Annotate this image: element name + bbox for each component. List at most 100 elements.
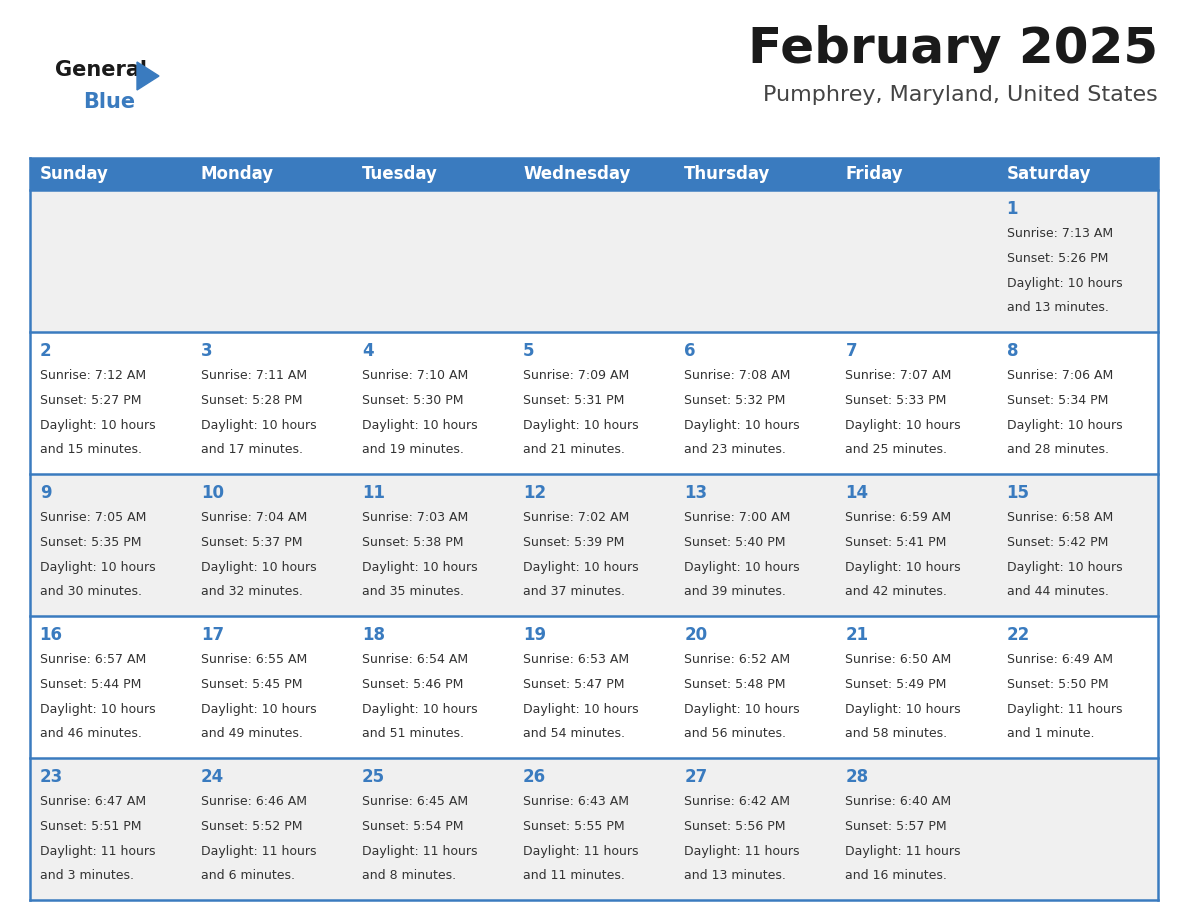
Text: Daylight: 10 hours: Daylight: 10 hours xyxy=(846,702,961,716)
Text: 17: 17 xyxy=(201,626,223,644)
Text: and 37 minutes.: and 37 minutes. xyxy=(523,586,625,599)
Text: Sunrise: 6:52 AM: Sunrise: 6:52 AM xyxy=(684,653,790,666)
Text: Monday: Monday xyxy=(201,165,274,183)
Text: and 32 minutes.: and 32 minutes. xyxy=(201,586,303,599)
Text: and 17 minutes.: and 17 minutes. xyxy=(201,443,303,456)
Text: Daylight: 10 hours: Daylight: 10 hours xyxy=(523,419,639,431)
Text: Sunrise: 6:55 AM: Sunrise: 6:55 AM xyxy=(201,653,307,666)
Text: 28: 28 xyxy=(846,768,868,786)
Text: Daylight: 10 hours: Daylight: 10 hours xyxy=(39,561,156,574)
Text: Friday: Friday xyxy=(846,165,903,183)
Text: and 19 minutes.: and 19 minutes. xyxy=(362,443,463,456)
Bar xyxy=(30,190,1158,332)
Text: 14: 14 xyxy=(846,484,868,502)
Text: Sunrise: 7:12 AM: Sunrise: 7:12 AM xyxy=(39,369,146,382)
Text: Sunset: 5:27 PM: Sunset: 5:27 PM xyxy=(39,394,141,407)
Text: Sunrise: 7:03 AM: Sunrise: 7:03 AM xyxy=(362,511,468,524)
Text: 26: 26 xyxy=(523,768,546,786)
Text: Daylight: 10 hours: Daylight: 10 hours xyxy=(523,702,639,716)
Text: Sunrise: 6:59 AM: Sunrise: 6:59 AM xyxy=(846,511,952,524)
Text: February 2025: February 2025 xyxy=(748,25,1158,73)
Text: Sunrise: 7:08 AM: Sunrise: 7:08 AM xyxy=(684,369,791,382)
Text: Sunset: 5:45 PM: Sunset: 5:45 PM xyxy=(201,677,302,690)
Text: Daylight: 10 hours: Daylight: 10 hours xyxy=(684,702,800,716)
Text: Sunset: 5:52 PM: Sunset: 5:52 PM xyxy=(201,820,302,833)
Text: 2: 2 xyxy=(39,341,51,360)
Text: Sunset: 5:26 PM: Sunset: 5:26 PM xyxy=(1006,252,1108,264)
Text: 6: 6 xyxy=(684,341,696,360)
Text: and 16 minutes.: and 16 minutes. xyxy=(846,869,947,882)
Text: Sunset: 5:41 PM: Sunset: 5:41 PM xyxy=(846,536,947,549)
Text: Sunrise: 7:10 AM: Sunrise: 7:10 AM xyxy=(362,369,468,382)
Text: Sunset: 5:51 PM: Sunset: 5:51 PM xyxy=(39,820,141,833)
Text: Sunset: 5:49 PM: Sunset: 5:49 PM xyxy=(846,677,947,690)
Text: Sunrise: 7:07 AM: Sunrise: 7:07 AM xyxy=(846,369,952,382)
Text: General: General xyxy=(55,60,147,80)
Text: and 3 minutes.: and 3 minutes. xyxy=(39,869,134,882)
Text: Sunset: 5:46 PM: Sunset: 5:46 PM xyxy=(362,677,463,690)
Text: and 30 minutes.: and 30 minutes. xyxy=(39,586,141,599)
Text: Wednesday: Wednesday xyxy=(523,165,631,183)
Text: 5: 5 xyxy=(523,341,535,360)
Bar xyxy=(30,474,1158,616)
Text: Sunrise: 6:53 AM: Sunrise: 6:53 AM xyxy=(523,653,630,666)
Text: Sunset: 5:33 PM: Sunset: 5:33 PM xyxy=(846,394,947,407)
Text: and 58 minutes.: and 58 minutes. xyxy=(846,727,948,741)
Text: Daylight: 10 hours: Daylight: 10 hours xyxy=(1006,561,1123,574)
Text: 9: 9 xyxy=(39,484,51,502)
Text: Sunrise: 6:54 AM: Sunrise: 6:54 AM xyxy=(362,653,468,666)
Text: 27: 27 xyxy=(684,768,708,786)
Text: Sunset: 5:56 PM: Sunset: 5:56 PM xyxy=(684,820,785,833)
Text: Daylight: 11 hours: Daylight: 11 hours xyxy=(362,845,478,857)
Text: Sunset: 5:40 PM: Sunset: 5:40 PM xyxy=(684,536,785,549)
Text: Daylight: 10 hours: Daylight: 10 hours xyxy=(1006,419,1123,431)
Text: and 56 minutes.: and 56 minutes. xyxy=(684,727,786,741)
Bar xyxy=(30,758,1158,900)
Text: Daylight: 10 hours: Daylight: 10 hours xyxy=(684,561,800,574)
Text: Saturday: Saturday xyxy=(1006,165,1091,183)
Text: Sunrise: 6:43 AM: Sunrise: 6:43 AM xyxy=(523,795,630,808)
Text: Daylight: 10 hours: Daylight: 10 hours xyxy=(362,419,478,431)
Text: 7: 7 xyxy=(846,341,857,360)
Text: 15: 15 xyxy=(1006,484,1030,502)
Text: Sunset: 5:50 PM: Sunset: 5:50 PM xyxy=(1006,677,1108,690)
Text: Daylight: 11 hours: Daylight: 11 hours xyxy=(1006,702,1121,716)
Text: 11: 11 xyxy=(362,484,385,502)
Text: Sunrise: 7:09 AM: Sunrise: 7:09 AM xyxy=(523,369,630,382)
Text: and 21 minutes.: and 21 minutes. xyxy=(523,443,625,456)
Text: Daylight: 11 hours: Daylight: 11 hours xyxy=(201,845,316,857)
Text: Daylight: 10 hours: Daylight: 10 hours xyxy=(39,419,156,431)
Text: Sunset: 5:30 PM: Sunset: 5:30 PM xyxy=(362,394,463,407)
Text: Sunset: 5:35 PM: Sunset: 5:35 PM xyxy=(39,536,141,549)
Text: Sunset: 5:31 PM: Sunset: 5:31 PM xyxy=(523,394,625,407)
Text: Daylight: 10 hours: Daylight: 10 hours xyxy=(846,561,961,574)
Text: 12: 12 xyxy=(523,484,546,502)
Text: and 1 minute.: and 1 minute. xyxy=(1006,727,1094,741)
Text: and 6 minutes.: and 6 minutes. xyxy=(201,869,295,882)
Text: Sunday: Sunday xyxy=(39,165,108,183)
Text: 25: 25 xyxy=(362,768,385,786)
Text: 8: 8 xyxy=(1006,341,1018,360)
Text: 23: 23 xyxy=(39,768,63,786)
Text: Sunrise: 6:49 AM: Sunrise: 6:49 AM xyxy=(1006,653,1112,666)
Text: Daylight: 10 hours: Daylight: 10 hours xyxy=(39,702,156,716)
Text: Daylight: 11 hours: Daylight: 11 hours xyxy=(39,845,156,857)
Text: Sunset: 5:39 PM: Sunset: 5:39 PM xyxy=(523,536,625,549)
Text: Sunset: 5:32 PM: Sunset: 5:32 PM xyxy=(684,394,785,407)
Text: Daylight: 11 hours: Daylight: 11 hours xyxy=(846,845,961,857)
Text: Sunset: 5:37 PM: Sunset: 5:37 PM xyxy=(201,536,302,549)
Text: Daylight: 10 hours: Daylight: 10 hours xyxy=(684,419,800,431)
Text: Daylight: 10 hours: Daylight: 10 hours xyxy=(201,419,316,431)
Text: Daylight: 11 hours: Daylight: 11 hours xyxy=(684,845,800,857)
Text: Sunset: 5:54 PM: Sunset: 5:54 PM xyxy=(362,820,463,833)
Bar xyxy=(30,616,1158,758)
Text: 18: 18 xyxy=(362,626,385,644)
Text: Sunrise: 6:58 AM: Sunrise: 6:58 AM xyxy=(1006,511,1113,524)
Text: and 11 minutes.: and 11 minutes. xyxy=(523,869,625,882)
Bar xyxy=(30,158,1158,190)
Text: and 39 minutes.: and 39 minutes. xyxy=(684,586,786,599)
Text: Sunset: 5:44 PM: Sunset: 5:44 PM xyxy=(39,677,141,690)
Text: and 42 minutes.: and 42 minutes. xyxy=(846,586,947,599)
Text: Daylight: 10 hours: Daylight: 10 hours xyxy=(362,561,478,574)
Text: and 8 minutes.: and 8 minutes. xyxy=(362,869,456,882)
